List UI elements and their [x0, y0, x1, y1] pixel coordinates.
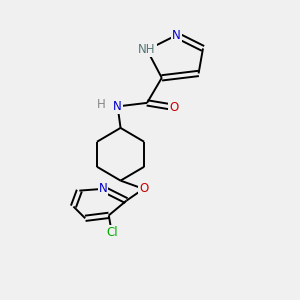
Text: N: N: [98, 182, 107, 195]
Text: N: N: [113, 100, 122, 113]
Text: Cl: Cl: [106, 226, 118, 239]
Text: O: O: [169, 101, 178, 114]
Text: O: O: [139, 182, 148, 195]
Text: N: N: [172, 29, 181, 42]
Text: NH: NH: [138, 44, 156, 56]
Text: H: H: [97, 98, 106, 111]
